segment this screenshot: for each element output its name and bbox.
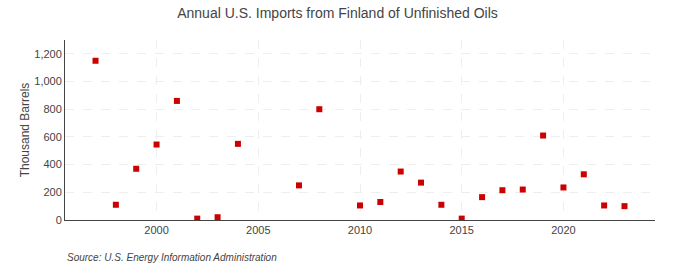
svg-text:1,200: 1,200 — [34, 48, 62, 60]
svg-text:400: 400 — [43, 158, 61, 170]
svg-text:Source: U.S. Energy Informatio: Source: U.S. Energy Information Administ… — [67, 252, 277, 263]
svg-text:200: 200 — [43, 186, 61, 198]
svg-text:Thousand Barrels: Thousand Barrels — [18, 83, 32, 178]
svg-text:2000: 2000 — [144, 224, 168, 236]
svg-text:2015: 2015 — [449, 224, 473, 236]
svg-text:600: 600 — [43, 131, 61, 143]
svg-text:2020: 2020 — [551, 224, 575, 236]
svg-text:800: 800 — [43, 103, 61, 115]
svg-text:2005: 2005 — [246, 224, 270, 236]
svg-text:1,000: 1,000 — [34, 75, 62, 87]
svg-text:Annual U.S. Imports from Finla: Annual U.S. Imports from Finland of Unfi… — [177, 5, 498, 21]
svg-text:2010: 2010 — [348, 224, 372, 236]
svg-text:0: 0 — [56, 214, 62, 226]
